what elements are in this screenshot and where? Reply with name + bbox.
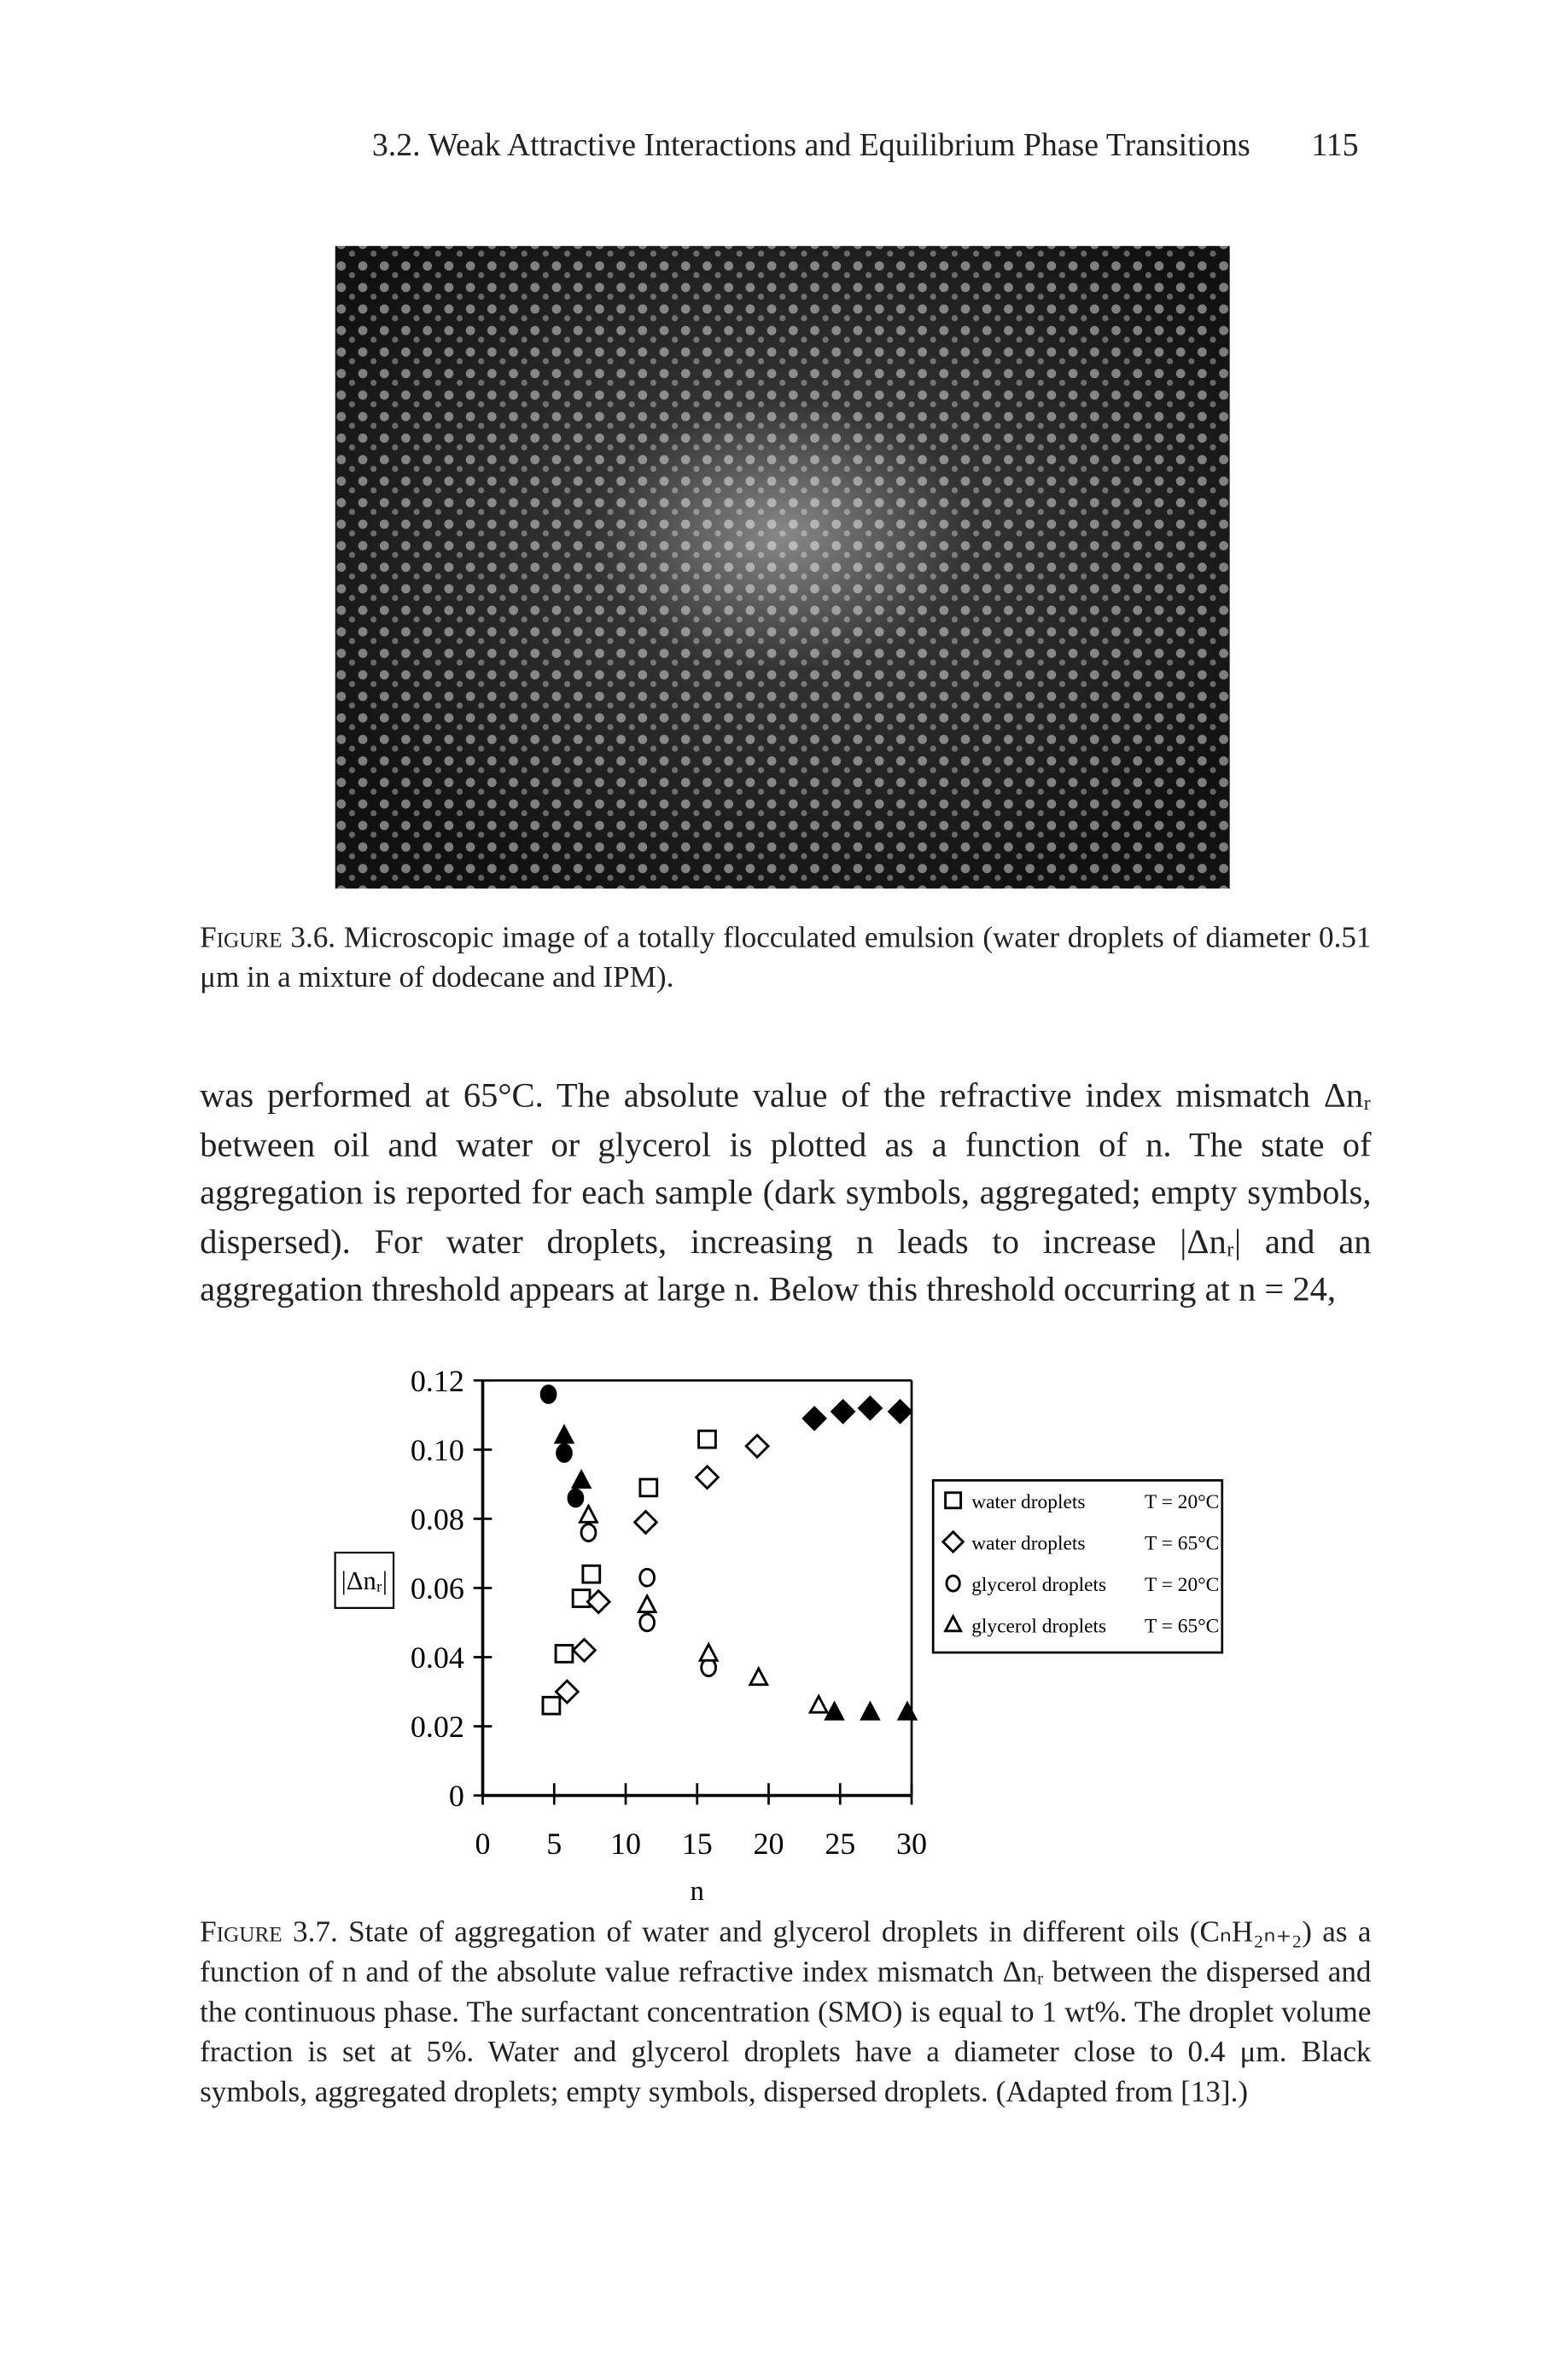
marker-diamond: [801, 1405, 828, 1431]
legend-label: glycerol droplets: [971, 1574, 1106, 1596]
legend-condition: T = 20°C: [1145, 1491, 1219, 1513]
y-axis-label: |Δnᵣ|: [341, 1566, 388, 1595]
legend-condition: T = 65°C: [1145, 1616, 1219, 1638]
x-tick-label: 20: [753, 1827, 784, 1861]
marker-diamond: [586, 1588, 612, 1615]
marker-square: [541, 1695, 562, 1716]
y-tick-label: 0.12: [411, 1364, 464, 1398]
marker-diamond: [857, 1395, 883, 1421]
marker-triangle: [636, 1593, 658, 1614]
figure-label: Figure 3.7.: [200, 1916, 338, 1949]
body-paragraph: was performed at 65°C. The absolute valu…: [200, 1075, 1372, 1308]
marker-triangle: [570, 1468, 592, 1489]
legend-condition: T = 65°C: [1145, 1532, 1219, 1554]
x-tick-label: 10: [610, 1827, 641, 1861]
x-tick-label: 0: [475, 1827, 491, 1861]
figure-caption: Figure 3.7. State of aggregation of wate…: [200, 1914, 1371, 2113]
y-tick-label: 0.02: [411, 1710, 464, 1744]
x-tick-label: 15: [682, 1827, 713, 1861]
marker-triangle: [748, 1665, 770, 1687]
marker-triangle: [824, 1700, 845, 1721]
x-tick-label: 5: [546, 1827, 562, 1861]
legend-label: water droplets: [971, 1532, 1085, 1554]
x-tick-label: 25: [825, 1827, 855, 1861]
marker-triangle: [943, 1613, 964, 1633]
legend-condition: T = 20°C: [1145, 1574, 1219, 1596]
marker-circle: [638, 1612, 656, 1633]
y-tick-label: 0.04: [411, 1641, 464, 1675]
page-number: 115: [1311, 125, 1359, 163]
caption-text: State of aggregation of water and glycer…: [200, 1916, 1372, 2109]
marker-circle: [556, 1443, 573, 1463]
figure-label: Figure 3.6.: [200, 922, 336, 955]
marker-square: [571, 1588, 592, 1608]
marker-diamond: [571, 1637, 597, 1664]
marker-circle: [580, 1523, 597, 1542]
marker-circle: [539, 1384, 557, 1404]
marker-diamond: [632, 1509, 659, 1536]
y-tick-label: 0.08: [411, 1502, 464, 1536]
marker-diamond: [554, 1679, 580, 1705]
caption-text: Microscopic image of a totally flocculat…: [200, 922, 1372, 995]
legend-label: water droplets: [971, 1491, 1085, 1513]
running-header: 3.2. Weak Attractive Interactions and Eq…: [371, 125, 1250, 163]
y-tick-label: 0: [449, 1779, 464, 1813]
marker-diamond: [694, 1464, 720, 1490]
y-tick-label: 0.06: [411, 1571, 464, 1606]
y-label-box: [334, 1551, 395, 1609]
marker-circle: [567, 1488, 585, 1508]
marker-square: [638, 1477, 659, 1498]
marker-triangle: [578, 1503, 599, 1524]
legend-label: glycerol droplets: [971, 1616, 1106, 1638]
marker-diamond: [941, 1530, 965, 1554]
marker-diamond: [744, 1433, 771, 1460]
marker-square: [697, 1429, 717, 1449]
marker-circle: [945, 1574, 961, 1593]
marker-square: [944, 1491, 963, 1510]
chart: 0 0.02 0.04 0.06 0.08 0.10 0.12 0 5 10 15 20 25 30 n |Δ…: [334, 1364, 1224, 1906]
marker-triangle: [860, 1700, 881, 1721]
figure-caption: Figure 3.6. Microscopic image of a total…: [200, 919, 1371, 1000]
legend-box: [931, 1479, 1224, 1654]
marker-triangle: [896, 1700, 918, 1721]
x-axis-label: n: [691, 1876, 704, 1906]
marker-diamond: [887, 1398, 913, 1425]
micrograph: [335, 246, 1230, 889]
marker-triangle: [807, 1693, 830, 1714]
x-tick-label: 30: [896, 1827, 927, 1861]
marker-square: [554, 1644, 574, 1664]
marker-square: [581, 1564, 602, 1584]
marker-triangle: [553, 1424, 575, 1444]
marker-circle: [638, 1567, 656, 1588]
marker-triangle: [697, 1641, 720, 1662]
y-tick-label: 0.10: [411, 1433, 464, 1467]
marker-diamond: [830, 1398, 856, 1425]
